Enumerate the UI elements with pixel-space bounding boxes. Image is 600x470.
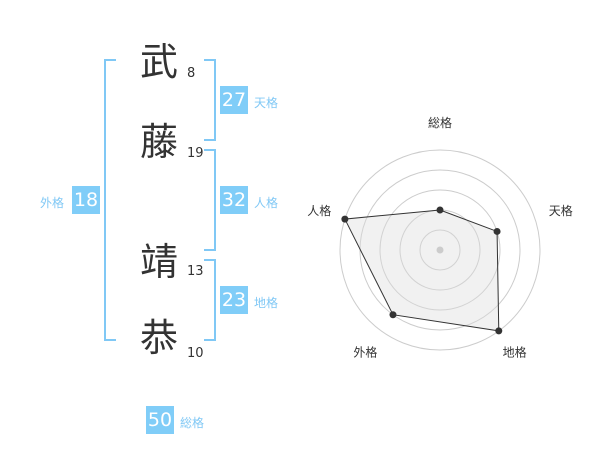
- radar-center: [436, 246, 444, 254]
- radar-axis-label: 総格: [428, 115, 452, 130]
- radar-point: [493, 227, 501, 235]
- radar-ring: [379, 189, 501, 311]
- radar-point: [495, 327, 503, 335]
- chikaku-value: 23: [220, 286, 248, 314]
- radar-axis-label: 人格: [307, 203, 331, 218]
- tenkaku-label: 天格: [254, 96, 279, 110]
- gaikaku-value: 18: [72, 186, 100, 214]
- chikaku-label: 地格: [254, 296, 279, 310]
- gaikaku-label: 外格: [40, 196, 65, 210]
- soukaku-label: 総格: [180, 416, 205, 430]
- stroke-count-2: 19: [187, 146, 204, 161]
- radar-ring: [419, 229, 461, 271]
- radar-axis-label: 外格: [353, 345, 377, 360]
- tenkaku-value: 27: [220, 86, 248, 114]
- radar-area: [344, 209, 500, 332]
- radar-ring: [339, 149, 541, 351]
- radar-point: [389, 311, 397, 319]
- name-char-4: 恭: [140, 316, 179, 360]
- gaikaku-bracket: [104, 59, 116, 341]
- name-char-2: 藤: [140, 120, 179, 164]
- stroke-count-3: 13: [187, 264, 204, 279]
- radar-point: [436, 206, 444, 214]
- radar-axis-label: 地格: [503, 345, 527, 360]
- stroke-count-4: 10: [187, 346, 204, 361]
- chikaku-bracket: [204, 259, 216, 341]
- stroke-count-1: 8: [187, 66, 196, 81]
- radar-axis-label: 天格: [549, 203, 573, 218]
- soukaku-value: 50: [146, 406, 174, 434]
- name-char-1: 武: [140, 40, 179, 84]
- jinkaku-label: 人格: [254, 196, 279, 210]
- tenkaku-bracket: [204, 59, 216, 141]
- jinkaku-value: 32: [220, 186, 248, 214]
- radar-point: [341, 215, 349, 223]
- jinkaku-bracket: [204, 149, 216, 251]
- name-char-3: 靖: [140, 240, 179, 284]
